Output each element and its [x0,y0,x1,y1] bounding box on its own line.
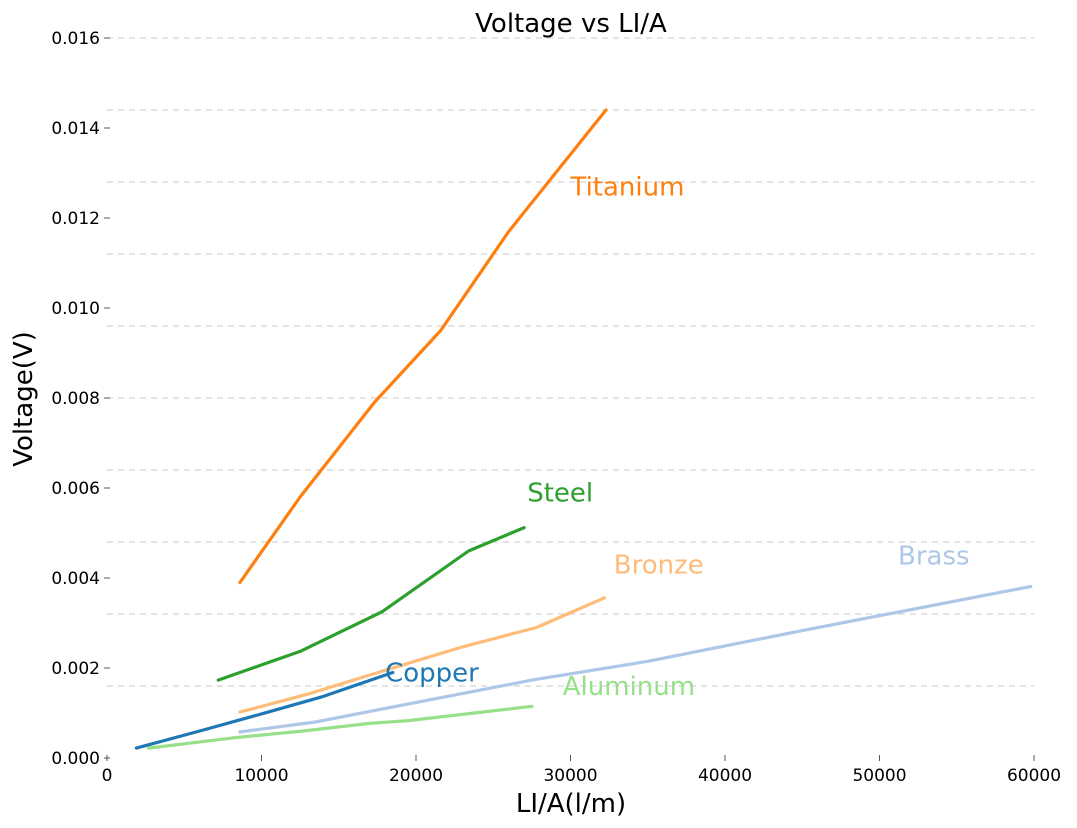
y-tick-label: 0.006 [51,479,100,499]
chart-title: Voltage vs LI/A [475,9,667,39]
series-label-steel: Steel [527,479,593,509]
series-line-brass [238,584,1033,734]
x-tick-label: 60000 [1007,766,1061,786]
y-tick-label: 0.012 [51,209,100,229]
series-lines [134,108,1033,750]
series-label-copper: Copper [385,659,479,689]
y-tick-label: 0.010 [51,299,100,319]
gridlines [107,37,1034,687]
x-tick-label: 40000 [698,766,752,786]
x-tick-label: 0 [102,766,113,786]
x-tick-label: 20000 [389,766,443,786]
y-tick-label: 0.004 [51,569,100,589]
y-axis: 0.000 0.002 0.004 0.006 0.008 0.010 0.012 0.014… [51,29,110,769]
x-tick-label: 30000 [543,766,597,786]
y-tick-label: 0.002 [51,659,100,679]
series-label-aluminum: Aluminum [563,672,695,702]
series-line-aluminum [147,704,534,750]
x-tick-label: 10000 [234,766,288,786]
y-tick-label: 0.000 [51,749,100,769]
y-tick-label: 0.008 [51,389,100,409]
x-axis-label: LI/A(l/m) [516,789,626,819]
series-label-bronze: Bronze [614,551,704,581]
y-tick-label: 0.016 [51,29,100,49]
series-label-titanium: Titanium [570,173,685,203]
series-line-titanium [238,108,608,585]
series-label-brass: Brass [898,542,970,572]
series-line-bronze [238,596,607,714]
series-line-copper [134,670,395,750]
x-axis: 0 10000 20000 30000 40000 50000 60000 [102,755,1061,786]
series-labels: Titanium Steel Bronze Copper Brass Aluminum [385,173,970,703]
y-axis-label: Voltage(V) [9,331,39,467]
x-tick-label: 50000 [852,766,906,786]
series-line-steel [216,525,526,682]
y-tick-label: 0.014 [51,119,100,139]
